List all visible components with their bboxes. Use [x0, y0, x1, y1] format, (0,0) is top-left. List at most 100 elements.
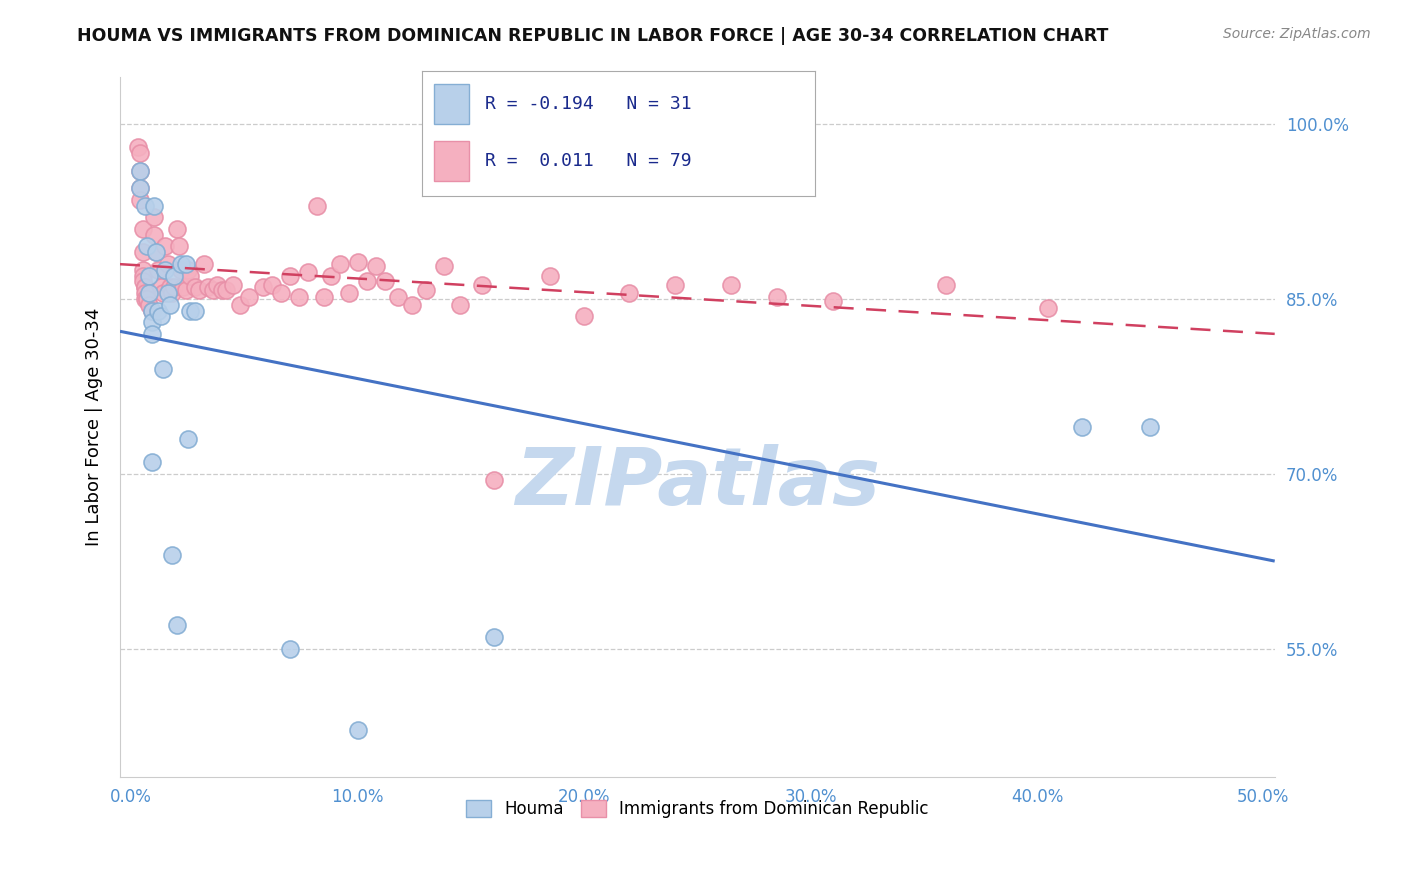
Point	[935, 277, 957, 292]
Point	[387, 290, 409, 304]
Point	[166, 618, 188, 632]
Point	[260, 277, 283, 292]
Point	[1071, 420, 1094, 434]
Point	[415, 283, 437, 297]
Text: ZIPatlas: ZIPatlas	[515, 444, 880, 522]
Point	[136, 292, 159, 306]
Point	[183, 280, 205, 294]
Point	[129, 181, 152, 195]
Point	[136, 239, 159, 253]
Text: R =  0.011   N = 79: R = 0.011 N = 79	[485, 153, 692, 170]
Point	[177, 262, 200, 277]
Point	[312, 290, 335, 304]
Legend: Houma, Immigrants from Dominican Republic: Houma, Immigrants from Dominican Republi…	[460, 793, 935, 824]
Point	[207, 277, 229, 292]
Point	[449, 298, 471, 312]
Point	[138, 298, 160, 312]
Point	[145, 245, 167, 260]
Point	[145, 245, 167, 260]
Point	[134, 292, 156, 306]
Point	[374, 275, 396, 289]
Point	[482, 630, 505, 644]
Point	[346, 254, 368, 268]
Point	[142, 211, 165, 225]
Point	[356, 275, 378, 289]
Point	[156, 286, 179, 301]
Point	[229, 298, 252, 312]
Point	[138, 286, 160, 301]
Point	[148, 303, 170, 318]
Point	[134, 280, 156, 294]
Point	[364, 260, 387, 274]
Point	[278, 268, 301, 283]
Point	[222, 277, 245, 292]
Point	[179, 303, 201, 318]
Point	[346, 723, 368, 738]
Point	[138, 268, 160, 283]
Point	[188, 283, 211, 297]
Point	[170, 257, 193, 271]
Point	[131, 245, 153, 260]
Text: R = -0.194   N = 31: R = -0.194 N = 31	[485, 95, 692, 112]
Point	[215, 283, 238, 297]
Point	[1038, 301, 1060, 316]
Point	[288, 290, 311, 304]
Point	[297, 265, 319, 279]
Point	[174, 283, 197, 297]
Point	[156, 257, 179, 271]
Point	[401, 298, 423, 312]
Point	[129, 163, 152, 178]
Point	[127, 140, 149, 154]
Point	[319, 268, 342, 283]
Point	[270, 286, 292, 301]
Point	[159, 298, 181, 312]
Point	[134, 286, 156, 301]
Text: HOUMA VS IMMIGRANTS FROM DOMINICAN REPUBLIC IN LABOR FORCE | AGE 30-34 CORRELATI: HOUMA VS IMMIGRANTS FROM DOMINICAN REPUB…	[77, 27, 1109, 45]
Point	[152, 362, 174, 376]
Point	[538, 268, 561, 283]
Point	[170, 262, 193, 277]
Point	[149, 280, 172, 294]
Point	[174, 257, 197, 271]
Point	[129, 181, 152, 195]
Point	[134, 199, 156, 213]
Point	[160, 286, 183, 301]
Point	[163, 280, 186, 294]
Point	[329, 257, 352, 271]
Point	[129, 193, 152, 207]
Point	[160, 549, 183, 563]
Point	[197, 280, 219, 294]
Point	[148, 262, 170, 277]
Point	[183, 303, 205, 318]
FancyBboxPatch shape	[433, 84, 470, 124]
Point	[172, 280, 194, 294]
Point	[167, 239, 190, 253]
Point	[193, 257, 215, 271]
Point	[337, 286, 360, 301]
Point	[305, 199, 328, 213]
Point	[433, 260, 456, 274]
Point	[159, 280, 181, 294]
Point	[142, 227, 165, 242]
Point	[482, 473, 505, 487]
Point	[572, 310, 595, 324]
Point	[471, 277, 494, 292]
Point	[131, 268, 153, 283]
Point	[201, 283, 224, 297]
Point	[1139, 420, 1161, 434]
Point	[149, 310, 172, 324]
Point	[211, 283, 233, 297]
Point	[136, 292, 159, 306]
FancyBboxPatch shape	[433, 141, 470, 181]
Point	[720, 277, 742, 292]
Point	[252, 280, 274, 294]
Point	[163, 268, 186, 283]
Point	[131, 275, 153, 289]
Text: Source: ZipAtlas.com: Source: ZipAtlas.com	[1223, 27, 1371, 41]
Point	[131, 222, 153, 236]
Point	[505, 175, 527, 189]
Point	[134, 280, 156, 294]
Point	[141, 455, 163, 469]
Point	[155, 262, 177, 277]
Point	[155, 239, 177, 253]
